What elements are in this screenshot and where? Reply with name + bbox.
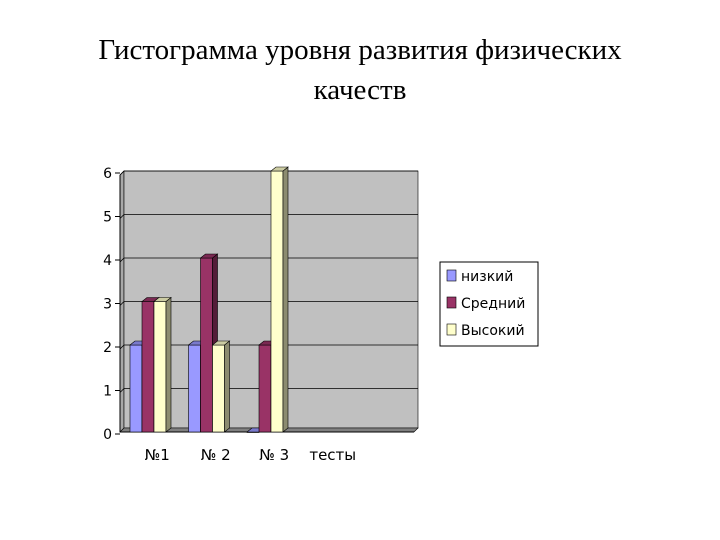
gridline-side	[119, 170, 125, 176]
bar-top	[270, 166, 289, 172]
category-labels: №1 № 2 № 3 тесты	[145, 446, 356, 464]
bar-front	[141, 301, 155, 433]
gridline-side	[119, 301, 125, 306]
bar	[153, 296, 172, 433]
category-label: № 3	[259, 446, 289, 464]
gridline-side	[119, 257, 125, 263]
bar-front	[200, 257, 213, 433]
bar-top	[211, 340, 231, 346]
legend-label: низкий	[461, 269, 513, 285]
legend-swatch	[446, 323, 457, 336]
y-tick-label: 5	[103, 210, 112, 226]
bar-front	[153, 301, 167, 433]
category-label: № 2	[201, 446, 231, 464]
bar-front	[270, 170, 284, 433]
y-tick-labels: 0 1 2 3 4 5 6	[103, 166, 120, 443]
bar-top	[199, 253, 219, 259]
y-tick-label: 4	[103, 253, 112, 269]
legend-swatch	[446, 296, 457, 309]
bar-front	[129, 344, 143, 433]
y-tick-label: 2	[103, 340, 112, 356]
legend-swatch	[446, 269, 457, 282]
bar-side	[165, 296, 172, 433]
title-line-1: Гистограмма уровня развития физических	[98, 34, 622, 66]
y-tick-label: 1	[103, 384, 112, 400]
side-wall	[119, 170, 125, 433]
bar-front	[258, 344, 272, 433]
y-tick-label: 6	[103, 166, 112, 182]
gridline-side	[119, 344, 125, 350]
legend-label: Средний	[461, 296, 525, 312]
gridline-side	[119, 388, 125, 393]
slide-title: Гистограмма уровня развития физических к…	[40, 30, 680, 110]
bar	[270, 166, 289, 433]
title-line-2: качеств	[313, 74, 407, 106]
legend-label: Высокий	[461, 323, 525, 339]
category-label: тесты	[309, 446, 356, 464]
gridline-side	[119, 214, 125, 219]
bar-top	[153, 297, 172, 302]
bar-side	[282, 166, 289, 433]
category-label: №1	[145, 446, 170, 464]
bar-front	[212, 344, 225, 433]
bar-front	[188, 344, 201, 433]
legend: низкий Средний Высокий	[439, 261, 539, 347]
bar	[211, 340, 231, 433]
y-tick-label: 3	[103, 297, 112, 313]
bar-side	[224, 340, 230, 433]
bars	[129, 166, 289, 433]
legend-box	[439, 261, 539, 347]
y-tick-label: 0	[103, 427, 112, 443]
